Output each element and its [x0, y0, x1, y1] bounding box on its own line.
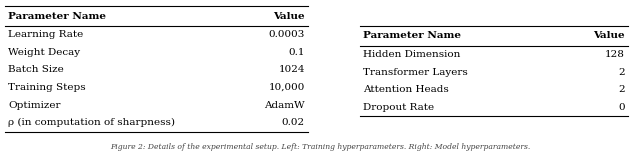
- Text: 2: 2: [618, 85, 625, 94]
- Text: Learning Rate: Learning Rate: [8, 30, 83, 39]
- Text: 0: 0: [618, 103, 625, 112]
- Text: 0.1: 0.1: [289, 48, 305, 57]
- Text: 2: 2: [618, 68, 625, 77]
- Text: Hidden Dimension: Hidden Dimension: [363, 50, 460, 59]
- Text: Value: Value: [593, 32, 625, 40]
- Text: 128: 128: [605, 50, 625, 59]
- Text: ρ (in computation of sharpness): ρ (in computation of sharpness): [8, 118, 175, 127]
- Text: Parameter Name: Parameter Name: [363, 32, 461, 40]
- Text: Batch Size: Batch Size: [8, 65, 64, 75]
- Text: Attention Heads: Attention Heads: [363, 85, 449, 94]
- Text: Figure 2: Details of the experimental setup. Left: Training hyperparameters. Rig: Figure 2: Details of the experimental se…: [110, 143, 530, 151]
- Text: Optimizer: Optimizer: [8, 101, 61, 110]
- Text: 0.0003: 0.0003: [269, 30, 305, 39]
- Text: Weight Decay: Weight Decay: [8, 48, 80, 57]
- Text: Value: Value: [273, 12, 305, 21]
- Text: AdamW: AdamW: [264, 101, 305, 110]
- Text: 0.02: 0.02: [282, 118, 305, 127]
- Text: Transformer Layers: Transformer Layers: [363, 68, 468, 77]
- Text: Dropout Rate: Dropout Rate: [363, 103, 434, 112]
- Text: 10,000: 10,000: [269, 83, 305, 92]
- Text: Parameter Name: Parameter Name: [8, 12, 106, 21]
- Text: 1024: 1024: [278, 65, 305, 75]
- Text: Training Steps: Training Steps: [8, 83, 86, 92]
